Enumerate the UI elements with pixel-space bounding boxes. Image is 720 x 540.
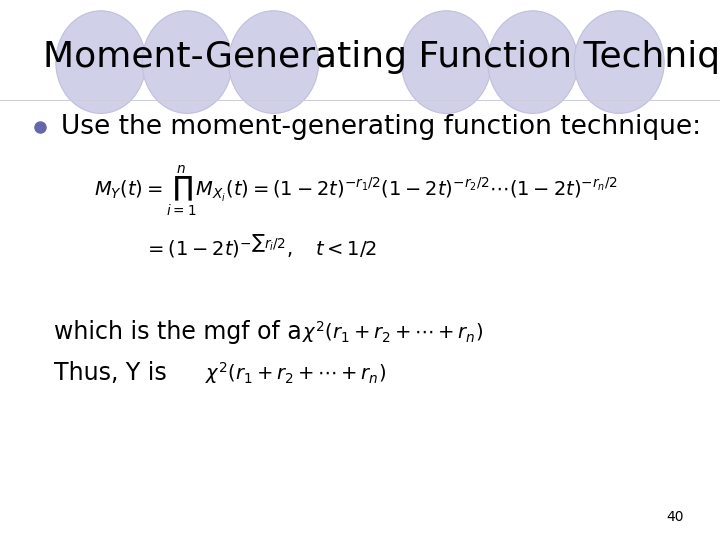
- Ellipse shape: [575, 11, 665, 113]
- Text: Use the moment-generating function technique:: Use the moment-generating function techn…: [61, 114, 701, 140]
- Ellipse shape: [56, 11, 145, 113]
- Ellipse shape: [402, 11, 491, 113]
- Text: Moment-Generating Function Technique: Moment-Generating Function Technique: [43, 40, 720, 73]
- Ellipse shape: [229, 11, 319, 113]
- Text: $\chi^2(r_1 + r_2 + \cdots + r_n)$: $\chi^2(r_1 + r_2 + \cdots + r_n)$: [205, 360, 387, 386]
- Text: $M_Y(t) = \prod_{i=1}^{n} M_{X_i}(t) = (1-2t)^{-r_1/2}(1-2t)^{-r_2/2}\cdots(1-2t: $M_Y(t) = \prod_{i=1}^{n} M_{X_i}(t) = (…: [94, 164, 617, 219]
- Ellipse shape: [488, 11, 577, 113]
- Text: Thus, Y is: Thus, Y is: [54, 361, 167, 384]
- Text: which is the mgf of a: which is the mgf of a: [54, 320, 302, 344]
- Text: $\chi^2(r_1 + r_2 + \cdots + r_n)$: $\chi^2(r_1 + r_2 + \cdots + r_n)$: [302, 319, 484, 345]
- Text: 40: 40: [667, 510, 684, 524]
- Text: $= (1-2t)^{-\sum r_i/2}, \quad t < 1/2$: $= (1-2t)^{-\sum r_i/2}, \quad t < 1/2$: [144, 232, 377, 260]
- Ellipse shape: [143, 11, 232, 113]
